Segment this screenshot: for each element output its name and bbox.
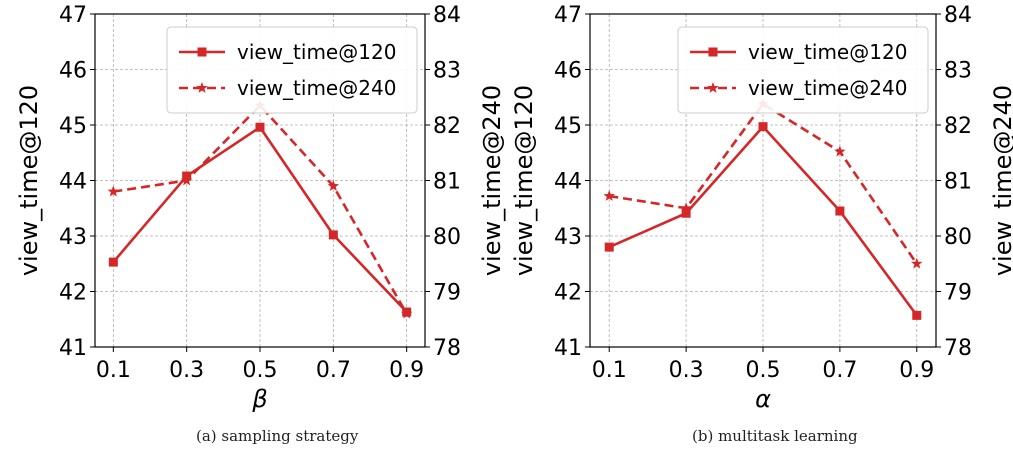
x-tick-label: 0.7 xyxy=(316,358,351,383)
y-tick-label-left: 41 xyxy=(59,336,87,361)
data-point-view_time@120 xyxy=(255,122,265,132)
y-axis-label-left: view_time@120 xyxy=(510,85,538,276)
data-point-view_time@120 xyxy=(681,208,691,218)
x-axis-label: β xyxy=(251,385,267,413)
x-axis-label: α xyxy=(755,385,771,413)
y-tick-label-right: 81 xyxy=(433,170,461,195)
y-tick-label-left: 42 xyxy=(59,281,87,306)
legend-label-view_time@120: view_time@120 xyxy=(748,40,907,64)
chart-sampling-strategy: 41 42 43 44 45 46 47 78 79 80 81 82 83 84 0.1 0.3 0.5 0.7… xyxy=(15,3,506,413)
y-tick-label-right: 79 xyxy=(433,281,461,306)
data-point-view_time@240 xyxy=(911,257,923,269)
data-point-view_time@120 xyxy=(835,206,845,216)
data-point-view_time@240 xyxy=(400,307,413,319)
x-tick-label: 0.5 xyxy=(746,358,781,383)
data-point-view_time@240 xyxy=(680,202,692,214)
caption-sampling-strategy: (a) sampling strategy xyxy=(196,427,359,445)
x-tick-label: 0.1 xyxy=(592,358,627,383)
x-tick-label: 0.5 xyxy=(243,358,278,383)
y-tick-label-right: 82 xyxy=(944,114,972,139)
y-tick-label-right: 84 xyxy=(433,3,461,28)
y-axis-label-left: view_time@120 xyxy=(15,85,43,276)
y-tick-label-left: 41 xyxy=(554,336,582,361)
legend-marker-view_time@240 xyxy=(707,82,719,93)
x-tick-label: 0.3 xyxy=(669,358,704,383)
legend-box xyxy=(166,26,418,114)
y-tick-label-right: 78 xyxy=(944,336,972,361)
y-tick-label-left: 46 xyxy=(59,59,87,84)
legend-label-view_time@240: view_time@240 xyxy=(237,76,396,100)
x-tick-label: 0.1 xyxy=(96,358,131,383)
y-tick-label-left: 45 xyxy=(59,114,87,139)
y-tick-label-right: 83 xyxy=(433,59,461,84)
series-line-view_time@240 xyxy=(609,102,918,265)
y-tick-label-right: 82 xyxy=(433,114,461,139)
data-point-view_time@240 xyxy=(327,180,340,191)
y-tick-label-left: 45 xyxy=(554,114,582,139)
x-tick-label: 0.7 xyxy=(822,358,857,383)
series-line-view_time@240 xyxy=(113,104,408,315)
y-tick-label-right: 83 xyxy=(944,59,972,84)
y-tick-label-right: 84 xyxy=(944,3,972,28)
y-tick-label-right: 81 xyxy=(944,170,972,195)
y-tick-label-left: 46 xyxy=(554,59,582,84)
caption-multitask-learning: (b) multitask learning xyxy=(692,427,858,445)
y-axis-label-right: view_time@240 xyxy=(478,85,506,276)
y-tick-label-left: 44 xyxy=(554,170,582,195)
data-point-view_time@240 xyxy=(834,145,846,157)
y-tick-label-left: 47 xyxy=(59,3,87,28)
legend-label-view_time@120: view_time@120 xyxy=(237,40,396,64)
y-tick-label-left: 47 xyxy=(554,3,582,28)
x-tick-label: 0.9 xyxy=(899,358,934,383)
x-tick-label: 0.3 xyxy=(169,358,204,383)
legend-marker-view_time@120 xyxy=(197,47,207,57)
y-tick-label-right: 80 xyxy=(433,225,461,250)
y-tick-label-right: 80 xyxy=(944,225,972,250)
legend-marker-view_time@240 xyxy=(196,82,208,93)
data-point-view_time@120 xyxy=(604,242,614,252)
y-axis-label-right: view_time@240 xyxy=(989,85,1013,276)
legend-marker-view_time@120 xyxy=(708,47,718,57)
y-tick-label-left: 43 xyxy=(554,225,582,250)
legend-label-view_time@240: view_time@240 xyxy=(748,76,907,100)
data-point-view_time@120 xyxy=(328,230,338,240)
data-point-view_time@120 xyxy=(758,122,768,132)
y-tick-label-left: 44 xyxy=(59,170,87,195)
data-point-view_time@240 xyxy=(180,174,193,186)
y-tick-label-right: 78 xyxy=(433,336,461,361)
legend-box xyxy=(677,26,929,114)
y-tick-label-right: 79 xyxy=(944,281,972,306)
chart-multitask-learning: 41 42 43 44 45 46 47 78 79 80 81 82 83 84 0.1 0.3 0.5 0.7… xyxy=(510,3,1013,413)
y-tick-label-left: 43 xyxy=(59,225,87,250)
y-tick-label-left: 42 xyxy=(554,281,582,306)
data-point-view_time@240 xyxy=(107,185,120,197)
data-point-view_time@240 xyxy=(603,190,615,201)
data-point-view_time@120 xyxy=(912,310,922,320)
x-tick-label: 0.9 xyxy=(389,358,424,383)
data-point-view_time@120 xyxy=(108,257,118,267)
